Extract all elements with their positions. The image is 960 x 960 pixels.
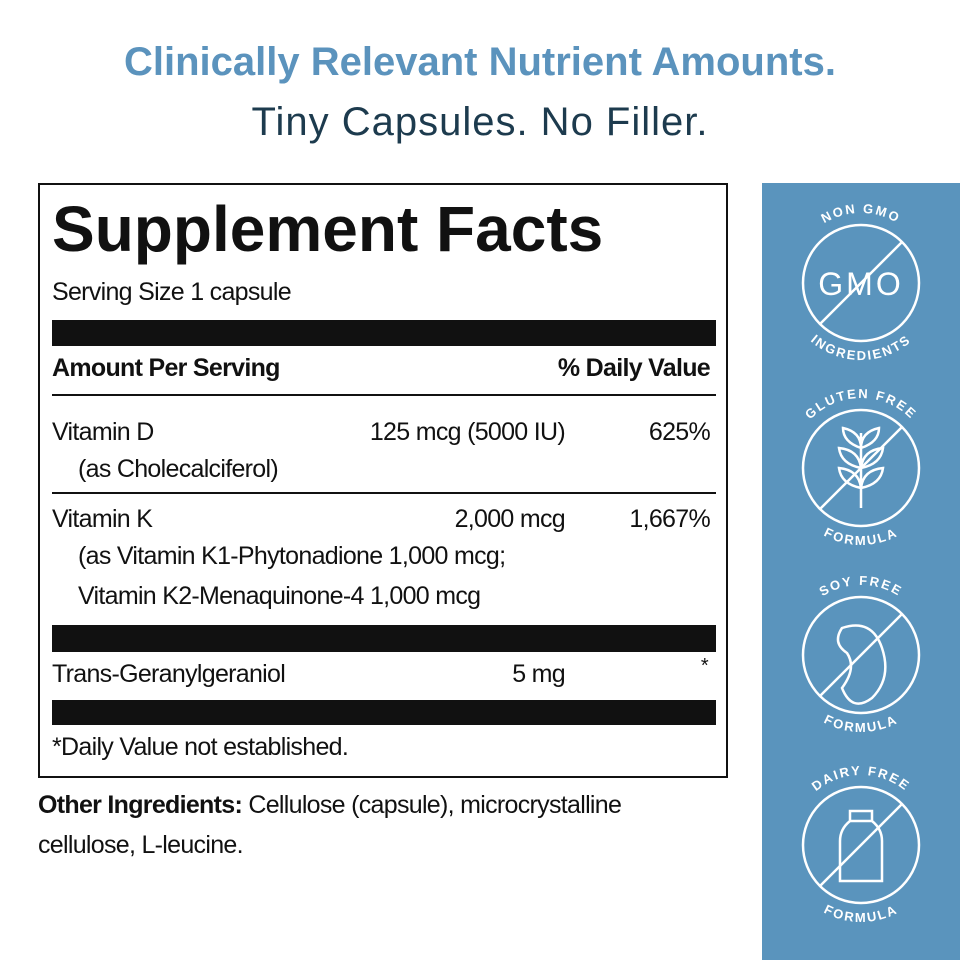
dv-header: % Daily Value bbox=[557, 354, 711, 382]
other-ingredients-text: Cellulose (capsule), microcrystalline ce… bbox=[38, 791, 622, 859]
facts-title: Supplement Facts bbox=[52, 193, 604, 265]
panel-bg bbox=[762, 183, 960, 960]
badge-icons bbox=[801, 223, 921, 905]
badge-panel: NON GMO INGREDIENTS GMO GLUTEN FREE FORM… bbox=[762, 183, 960, 960]
badge-center: GMO bbox=[818, 266, 903, 302]
headline: Clinically Relevant Nutrient Amounts. bbox=[124, 40, 836, 84]
divider-bar bbox=[52, 320, 716, 346]
subheadline: Tiny Capsules. No Filler. bbox=[251, 100, 709, 144]
amount-header: Amount Per Serving bbox=[52, 354, 280, 382]
serving-size: Serving Size 1 capsule bbox=[52, 278, 292, 306]
nutrient-dv: * bbox=[700, 655, 709, 677]
facts-panel bbox=[38, 183, 728, 778]
nutrient-dv: 1,667% bbox=[629, 505, 710, 533]
nutrient-amount: 5 mg bbox=[512, 660, 565, 688]
other-ingredients-label: Other Ingredients: bbox=[38, 791, 243, 819]
nutrient-detail: (as Cholecalciferol) bbox=[78, 455, 279, 483]
divider bbox=[52, 394, 716, 396]
divider-bar bbox=[52, 700, 716, 725]
nutrient-name: Vitamin K bbox=[52, 505, 153, 533]
nutrient-name: Vitamin D bbox=[52, 418, 154, 446]
nutrient-detail: Vitamin K2-Menaquinone-4 1,000 mcg bbox=[78, 582, 481, 610]
nutrient-amount: 125 mcg (5000 IU) bbox=[369, 418, 566, 446]
divider bbox=[52, 492, 716, 494]
other-ingredients: Other Ingredients: Cellulose (capsule), … bbox=[38, 785, 718, 865]
nutrient-amount: 2,000 mcg bbox=[454, 505, 566, 533]
nutrient-dv: 625% bbox=[648, 418, 711, 446]
divider-bar bbox=[52, 625, 716, 652]
nutrient-name: Trans-Geranylgeraniol bbox=[52, 660, 286, 688]
footnote: *Daily Value not established. bbox=[52, 733, 349, 761]
nutrient-detail: (as Vitamin K1-Phytonadione 1,000 mcg; bbox=[78, 542, 506, 570]
